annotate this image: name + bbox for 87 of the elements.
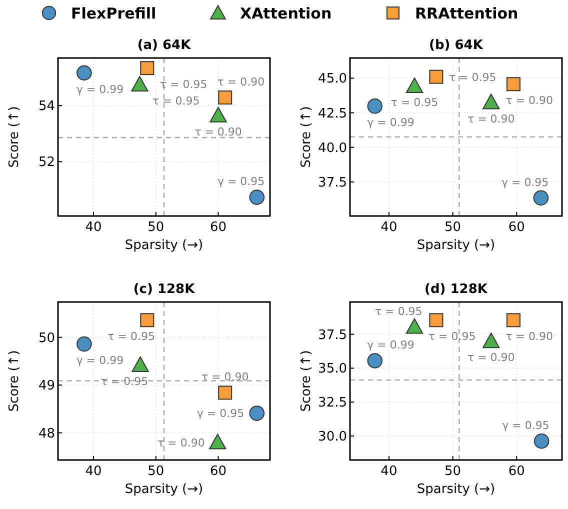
point <box>367 353 383 368</box>
legend-label: RRAttention <box>415 4 518 22</box>
y-tick-label: 45.0 <box>318 72 347 87</box>
x-tick-label: 40 <box>380 464 398 479</box>
point <box>209 434 226 450</box>
x-tick-label: 60 <box>508 220 525 235</box>
point <box>218 90 232 104</box>
y-tick-label: 40.0 <box>318 140 347 156</box>
point <box>210 106 227 122</box>
x-axis-title: Sparsity (→) <box>124 482 204 497</box>
annotation: τ = 0.90 <box>467 112 515 126</box>
annotation: γ = 0.99 <box>76 354 124 368</box>
point <box>76 336 92 352</box>
x-tick-label: 40 <box>380 220 398 235</box>
chart-title: (a) 64K <box>137 38 192 53</box>
point <box>406 318 424 334</box>
annotation: τ = 0.90 <box>194 125 242 138</box>
y-tick-label: 52 <box>38 155 55 170</box>
annotation: τ = 0.95 <box>374 304 422 318</box>
point <box>534 434 550 449</box>
annotation: τ = 0.90 <box>506 330 553 344</box>
point <box>140 61 154 76</box>
y-tick-label: 32.5 <box>318 396 347 411</box>
point <box>406 78 424 94</box>
annotation: τ = 0.95 <box>160 78 208 92</box>
point <box>482 94 500 110</box>
annotation: γ = 0.99 <box>367 116 414 130</box>
point <box>76 65 92 80</box>
x-tick-label: 50 <box>444 464 462 479</box>
y-tick-label: 35.0 <box>318 362 347 377</box>
y-tick-label: 48 <box>38 426 55 442</box>
y-tick-label: 54 <box>38 99 55 114</box>
x-tick-label: 50 <box>148 220 164 235</box>
chart-title: (b) 64K <box>429 38 484 53</box>
legend-label: XAttention <box>240 4 332 22</box>
chart-title: (c) 128K <box>133 282 196 297</box>
point <box>429 313 444 328</box>
x-tick-label: 40 <box>85 220 102 235</box>
annotation: τ = 0.95 <box>108 330 155 344</box>
x-tick-label: 60 <box>210 464 227 479</box>
y-axis-title: Score (↑) <box>299 350 314 412</box>
point <box>140 313 154 328</box>
annotation: τ = 0.95 <box>448 70 496 84</box>
annotation: τ = 0.95 <box>152 94 200 108</box>
annotation: τ = 0.95 <box>428 330 476 344</box>
annotation: γ = 0.99 <box>367 338 414 352</box>
annotation: τ = 0.90 <box>217 76 265 88</box>
annotation: τ = 0.90 <box>506 94 553 108</box>
point <box>506 313 520 328</box>
x-tick-label: 50 <box>148 464 164 479</box>
x-axis-title: Sparsity (→) <box>416 482 496 497</box>
annotation: γ = 0.99 <box>76 82 124 96</box>
y-axis-title: Score (↑) <box>299 106 314 168</box>
x-tick-label: 60 <box>508 464 525 479</box>
x-tick-label: 50 <box>444 220 462 235</box>
annotation: τ = 0.95 <box>390 96 438 110</box>
x-tick-label: 60 <box>210 220 227 235</box>
point <box>249 190 265 205</box>
annotation: τ = 0.90 <box>467 351 515 364</box>
y-axis-title: Score (↑) <box>7 350 22 412</box>
y-tick-label: 49 <box>38 378 55 394</box>
point <box>482 332 500 348</box>
point <box>533 190 549 206</box>
point <box>429 70 444 84</box>
point <box>367 98 383 114</box>
chart-title: (d) 128K <box>424 282 488 297</box>
annotation: γ = 0.95 <box>196 407 244 420</box>
legend-label: FlexPrefill <box>71 4 156 22</box>
annotation: γ = 0.95 <box>217 175 265 188</box>
y-tick-label: 50 <box>38 330 55 346</box>
point <box>132 356 149 372</box>
annotation: τ = 0.90 <box>201 370 249 384</box>
annotation: γ = 0.95 <box>502 419 550 432</box>
y-tick-label: 37.5 <box>318 328 347 343</box>
annotation: γ = 0.95 <box>501 176 549 189</box>
point <box>218 386 232 400</box>
y-axis-title: Score (↑) <box>7 106 22 168</box>
x-tick-label: 40 <box>85 464 102 479</box>
x-axis-title: Sparsity (→) <box>416 238 496 253</box>
y-tick-label: 42.5 <box>318 106 347 122</box>
point <box>131 76 148 92</box>
annotation: τ = 0.90 <box>158 436 205 450</box>
x-axis-title: Sparsity (→) <box>124 238 204 253</box>
y-tick-label: 30.0 <box>318 430 347 445</box>
y-tick-label: 37.5 <box>318 176 347 191</box>
point <box>506 77 520 92</box>
point <box>249 406 265 421</box>
